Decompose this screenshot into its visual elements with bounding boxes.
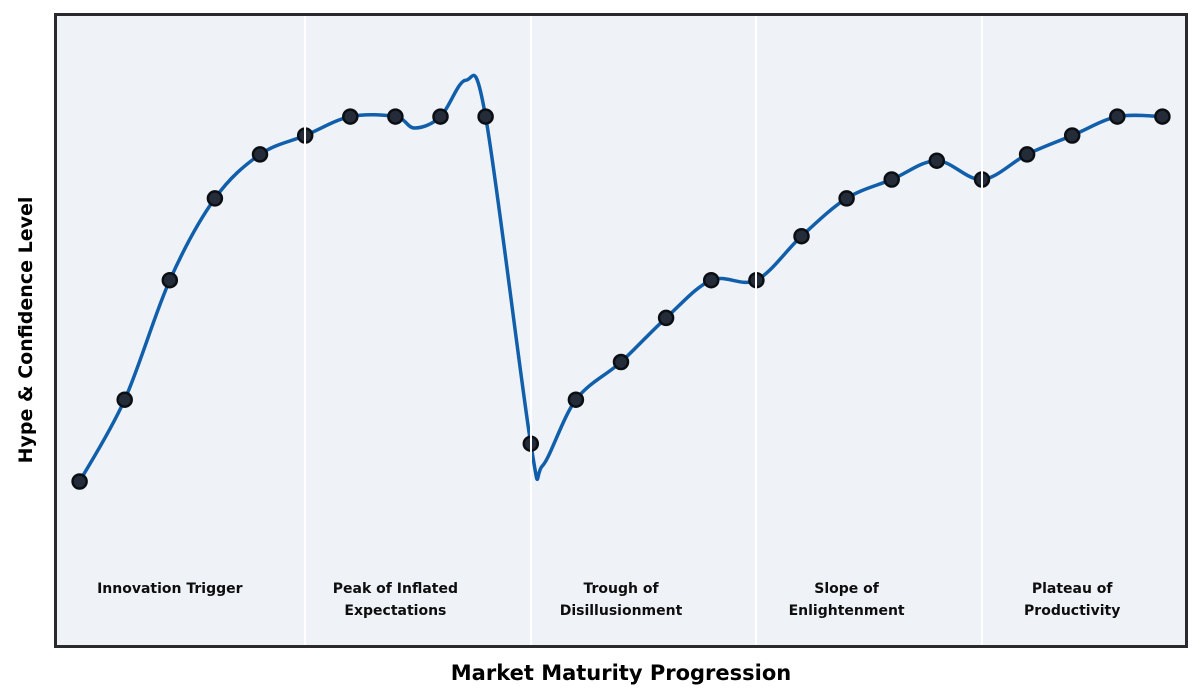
phase-label-line: Slope of	[814, 581, 879, 597]
data-point-marker	[1018, 146, 1036, 163]
data-point-marker	[116, 391, 133, 408]
data-point-marker	[793, 227, 810, 245]
data-point-marker	[477, 108, 494, 125]
phase-label-plateau-of-productivity: Plateau of Productivity	[1024, 578, 1120, 622]
data-point-marker	[702, 271, 720, 289]
data-point-marker	[1154, 108, 1171, 125]
phase-label-line: Trough of	[583, 581, 659, 597]
plot-area: Innovation Trigger Peak of Inflated Expect…	[54, 13, 1188, 648]
data-point-marker	[432, 108, 449, 125]
data-point-marker	[567, 391, 585, 408]
phase-label-trough-of-disillusionment: Trough of Disillusionment	[560, 578, 683, 622]
data-point-marker	[657, 309, 675, 327]
phase-separator	[529, 16, 532, 645]
phase-label-line: Enlightenment	[788, 603, 905, 619]
data-point-marker	[612, 353, 630, 371]
phase-label-innovation-trigger: Innovation Trigger	[97, 578, 242, 600]
plot-inner: Innovation Trigger Peak of Inflated Expect…	[57, 16, 1185, 645]
data-point-marker	[1109, 108, 1126, 125]
phase-label-line: Innovation Trigger	[97, 581, 243, 597]
data-point-marker	[838, 190, 855, 207]
phase-label-line: Peak of Inflated	[332, 581, 458, 597]
phase-separator	[980, 16, 983, 645]
data-point-marker	[342, 108, 359, 125]
hype-curve-line	[77, 73, 1165, 484]
x-axis-label: Market Maturity Progression	[450, 661, 792, 685]
data-point-marker	[1063, 127, 1081, 144]
y-axis-label: Hype & Confidence Level	[15, 196, 37, 464]
phase-label-line: Productivity	[1024, 603, 1121, 619]
data-point-marker	[251, 146, 269, 163]
hype-curve-chart	[71, 73, 1171, 490]
phase-label-line: Disillusionment	[559, 603, 683, 619]
data-point-marker	[206, 190, 224, 207]
data-point-marker	[928, 152, 946, 169]
data-point-marker	[71, 473, 88, 490]
phase-separator	[304, 16, 307, 645]
phase-separator	[755, 16, 758, 645]
data-point-marker	[883, 171, 900, 188]
phase-label-peak-of-inflated-expectations: Peak of Inflated Expectations	[333, 578, 458, 622]
phase-label-slope-of-enlightenment: Slope of Enlightenment	[789, 578, 905, 622]
data-point-marker	[161, 271, 179, 289]
phase-label-line: Plateau of	[1031, 581, 1113, 597]
data-point-marker	[387, 108, 404, 125]
phase-label-line: Expectations	[344, 603, 447, 619]
